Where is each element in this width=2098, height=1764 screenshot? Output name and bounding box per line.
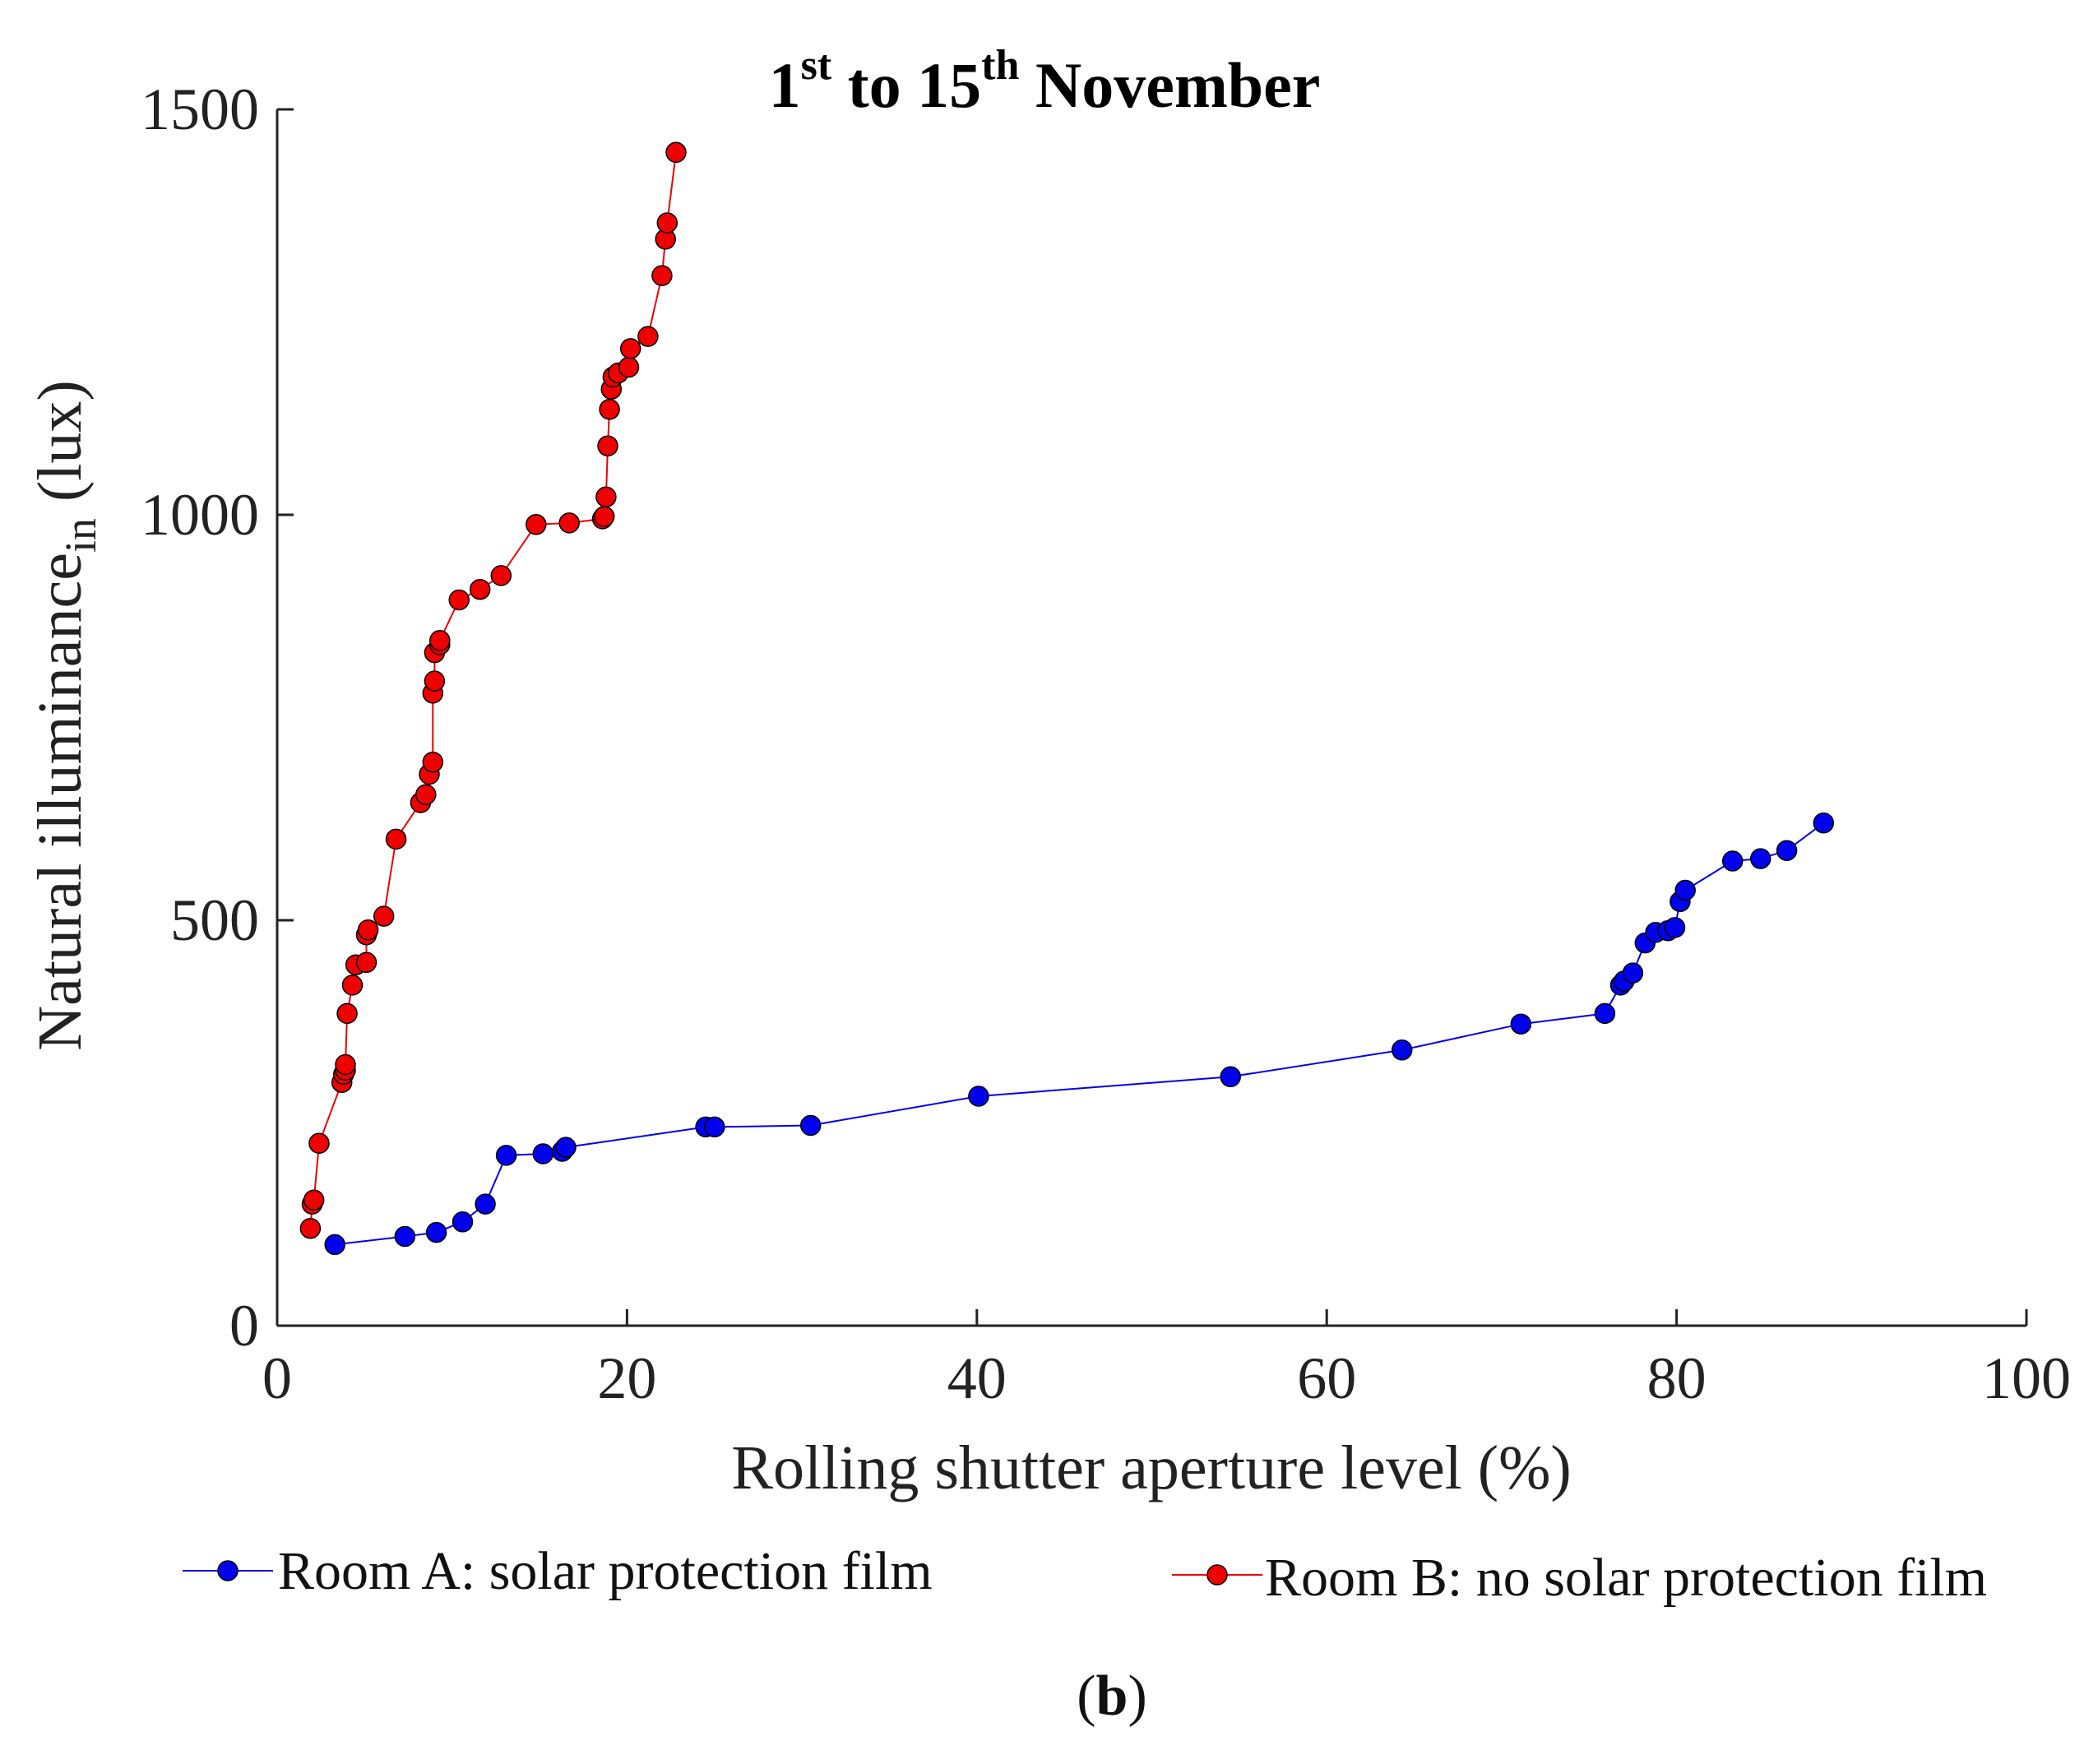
y-axis-title-main: Natural illuminance [25, 553, 95, 1051]
data-point [619, 338, 641, 359]
data-point [1220, 1066, 1241, 1088]
data-point [704, 1116, 725, 1138]
data-point [448, 589, 470, 611]
chart-title-sup2: th [981, 42, 1019, 89]
data-point [495, 1145, 517, 1166]
legend-marker-room-b [1206, 1564, 1228, 1586]
data-point [373, 905, 395, 927]
data-point [415, 784, 437, 805]
data-point [665, 141, 687, 164]
legend-label-room-b: Room B: no solar protection film [1265, 1548, 1987, 1608]
series-room-a [324, 812, 1835, 1256]
data-point [385, 828, 407, 850]
chart-title: 1st to 15th November [769, 42, 1321, 121]
data-point [532, 1143, 554, 1164]
data-point [452, 1211, 474, 1233]
data-point [299, 1217, 322, 1239]
data-point [1594, 1002, 1616, 1025]
y-tick-label: 500 [170, 887, 259, 953]
legend-item-room-a: Room A: solar protection film [183, 1541, 933, 1601]
data-point [469, 578, 491, 600]
data-point [475, 1193, 496, 1215]
data-point [526, 514, 547, 535]
data-point [1776, 840, 1798, 861]
data-point [335, 1053, 356, 1076]
data-point [336, 1002, 358, 1025]
data-point [341, 975, 364, 996]
data-point [308, 1132, 330, 1154]
data-point [555, 1137, 577, 1158]
chart-title-sup1: st [801, 42, 832, 89]
panel-label: (b) [1077, 1664, 1147, 1728]
legend-label-room-a: Room A: solar protection film [278, 1541, 933, 1601]
data-point [599, 399, 620, 420]
y-tick-label: 1000 [141, 482, 259, 548]
series-line [335, 822, 1824, 1246]
x-tick-label: 20 [597, 1345, 656, 1411]
data-point [1391, 1039, 1413, 1061]
chart-title-middle: to 15 [831, 49, 981, 121]
data-point [490, 565, 512, 586]
x-tick-label: 0 [262, 1345, 292, 1411]
data-point [1510, 1013, 1532, 1035]
y-ticks: 0 500 1000 1500 [141, 76, 294, 1359]
data-point [799, 1114, 822, 1137]
legend-item-room-b: Room B: no solar protection film [1172, 1548, 1987, 1608]
data-point [394, 1225, 416, 1248]
data-point [1622, 962, 1644, 984]
data-point [429, 630, 451, 651]
chart-title-suffix: November [1019, 49, 1320, 121]
data-point [1674, 879, 1696, 901]
panel-label-letter: b [1096, 1664, 1128, 1728]
x-axis-title: Rolling shutter aperture level (%) [731, 1433, 1571, 1502]
series-layer [299, 141, 1835, 1256]
data-point [1721, 850, 1744, 872]
data-point [324, 1234, 345, 1256]
series-line [309, 152, 677, 1229]
x-tick-label: 40 [947, 1345, 1007, 1411]
panel-label-open: ( [1077, 1664, 1095, 1728]
data-point [651, 265, 673, 286]
x-tick-label: 100 [1982, 1345, 2071, 1411]
data-point [597, 435, 618, 456]
data-point [1664, 917, 1686, 938]
series-room-b [299, 141, 687, 1239]
y-axis-title: Natural illuminancein (lux) [25, 380, 105, 1050]
x-ticks: 0 20 40 60 80 100 [262, 1309, 2071, 1411]
data-point [558, 512, 580, 534]
y-tick-label: 1500 [141, 76, 259, 142]
legend-marker-room-a [217, 1560, 239, 1581]
y-axis-title-sub: in [56, 518, 105, 553]
data-point [425, 1221, 447, 1243]
data-point [1813, 812, 1835, 834]
data-point [637, 326, 659, 347]
data-point [355, 951, 377, 974]
panel-label-close: ) [1128, 1664, 1146, 1728]
x-tick-label: 60 [1297, 1345, 1356, 1411]
data-point [968, 1086, 989, 1107]
data-point [357, 919, 379, 941]
legend: Room A: solar protection film Room B: no… [183, 1541, 1987, 1608]
x-tick-label: 80 [1647, 1345, 1707, 1411]
data-point [422, 751, 444, 773]
axes [276, 109, 2026, 1327]
data-point [1749, 848, 1771, 869]
data-point [303, 1189, 325, 1211]
y-tick-label: 0 [229, 1293, 259, 1359]
data-point [424, 670, 446, 692]
data-point [656, 212, 678, 234]
data-point [593, 506, 615, 527]
y-axis-title-unit: (lux) [25, 380, 95, 502]
data-point [595, 486, 617, 508]
data-point [618, 356, 640, 378]
chart-title-prefix: 1 [769, 49, 801, 121]
